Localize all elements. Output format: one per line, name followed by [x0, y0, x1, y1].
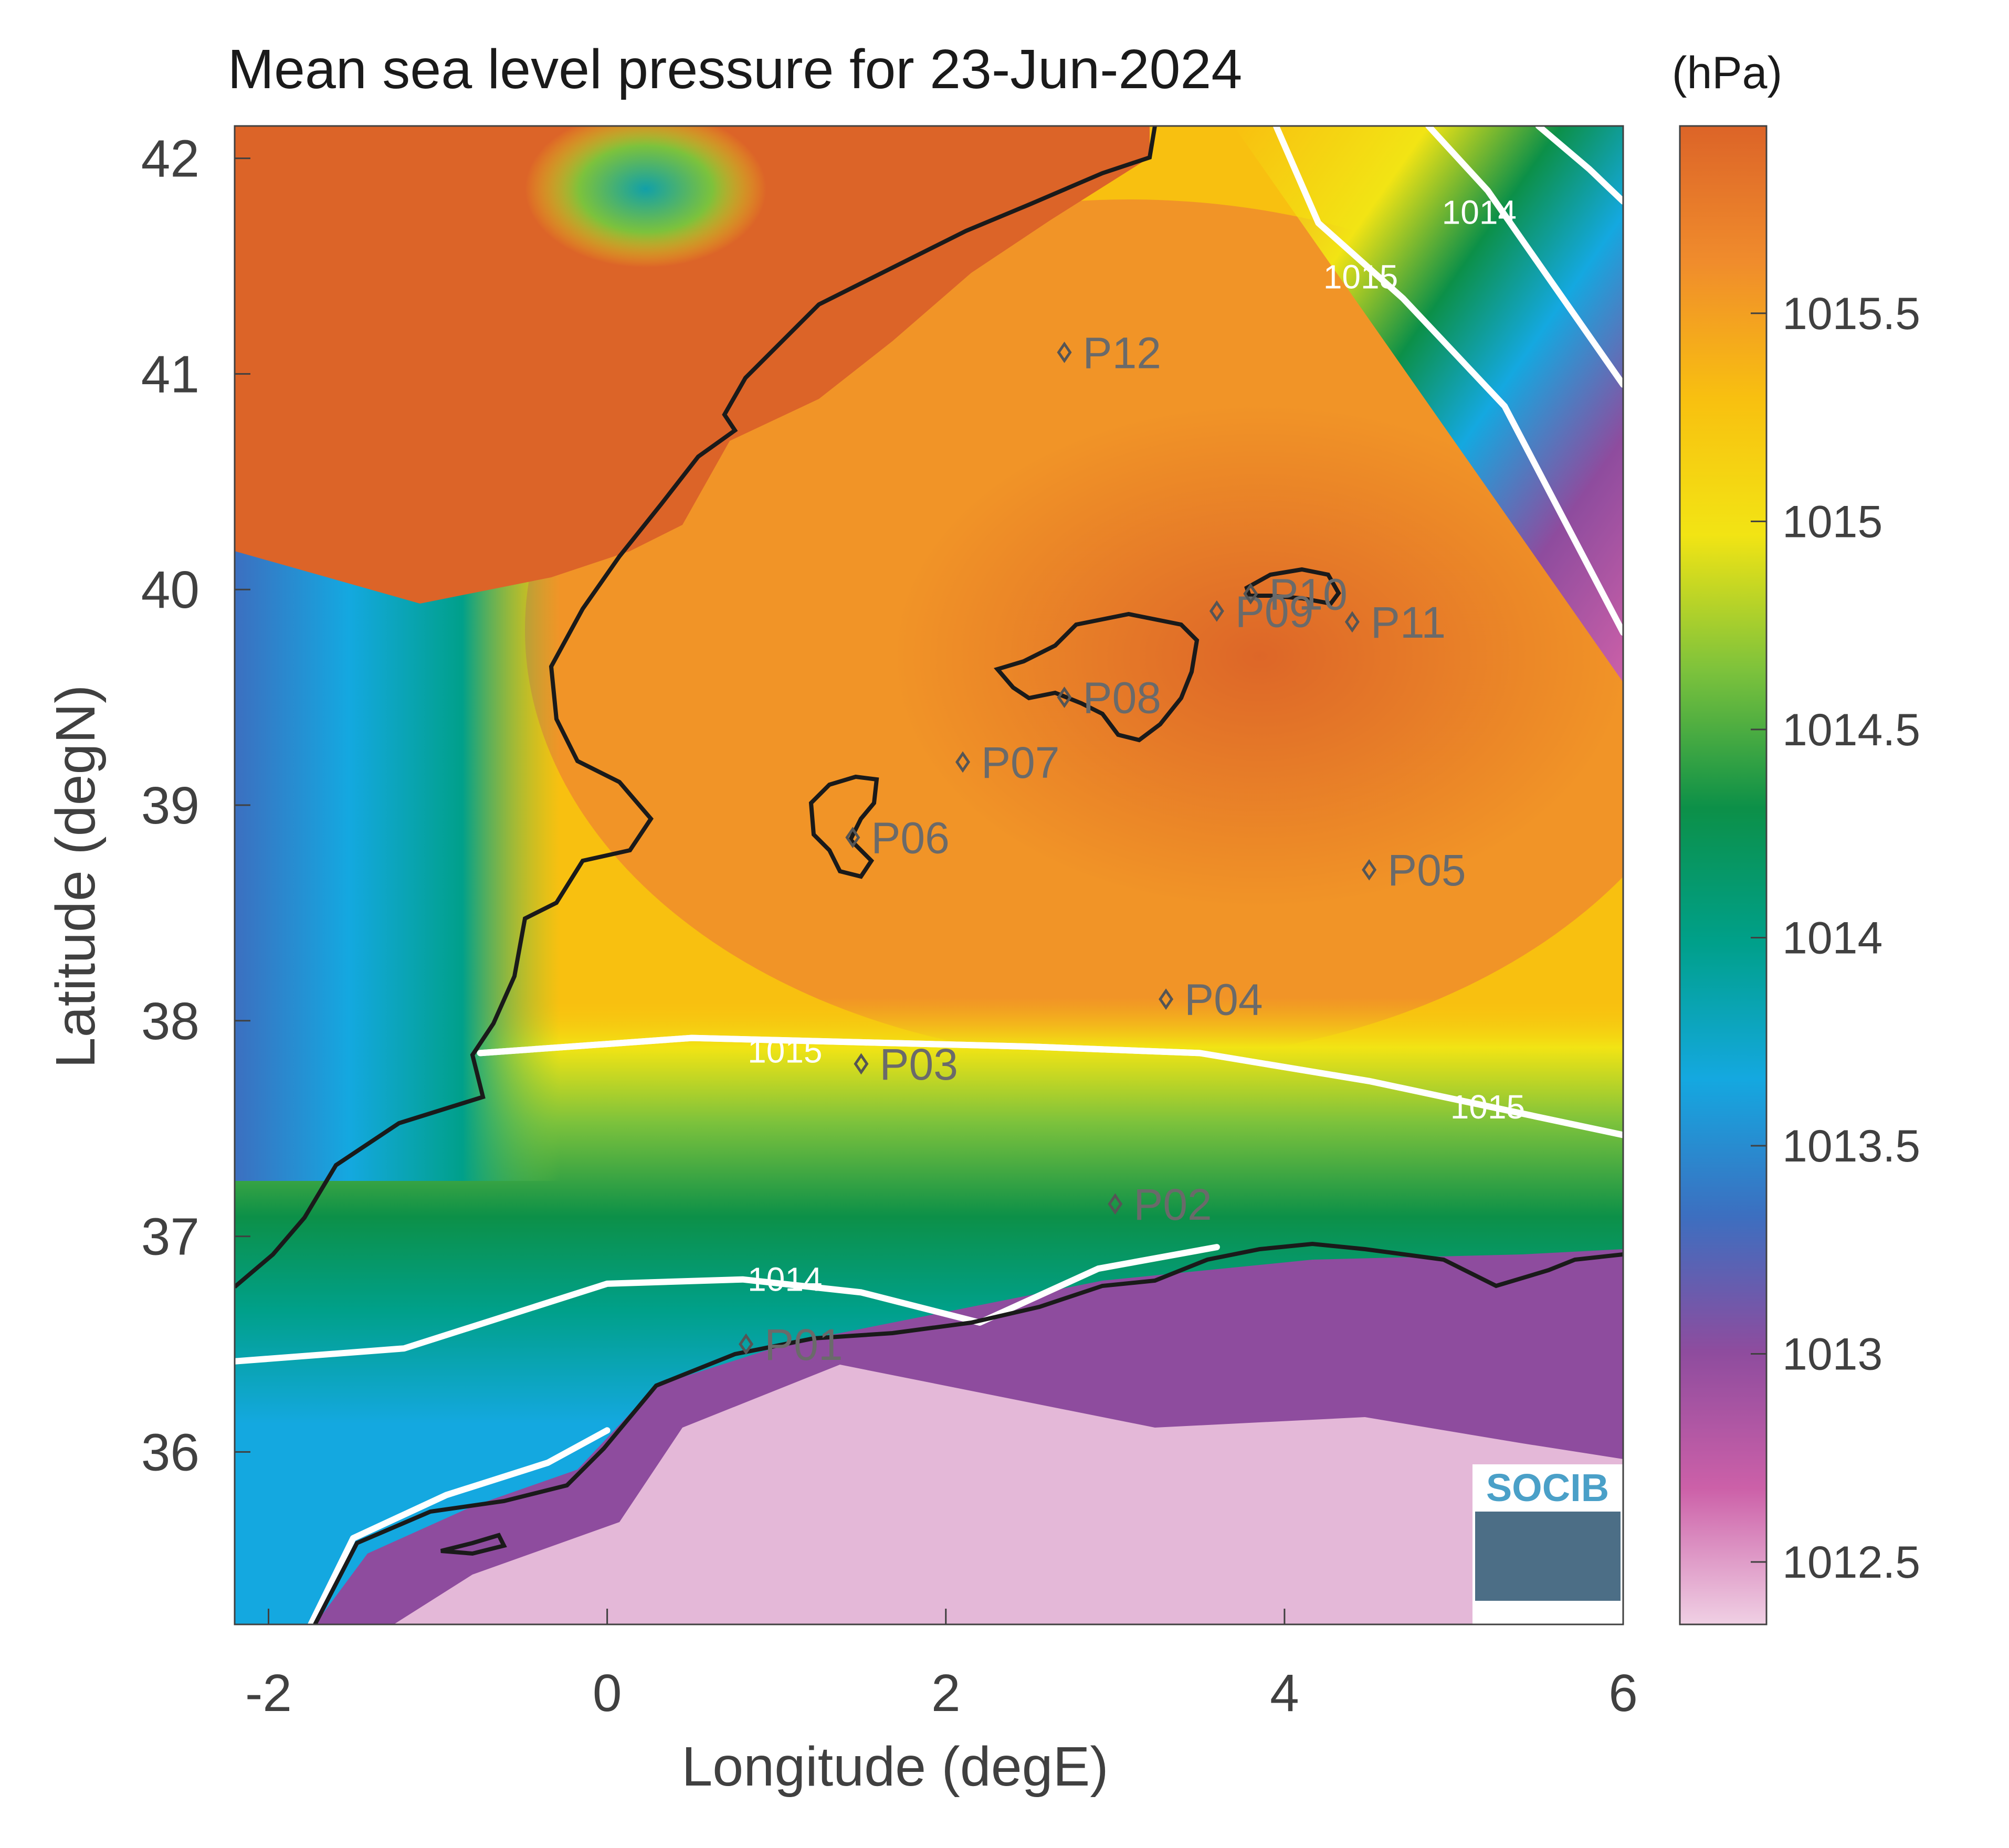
isobar-label: 1014 — [748, 1261, 822, 1298]
socib-logo-water — [1475, 1512, 1621, 1601]
pressure-band-west — [235, 499, 560, 1181]
colorbar-gradient — [1679, 125, 1768, 1625]
station-label: P08 — [1083, 673, 1161, 723]
isobar-line — [477, 1034, 1623, 1138]
africa-coastline — [313, 1241, 1623, 1624]
y-axis-title: Latitude (degN) — [45, 685, 107, 1069]
colorbar-tick-label: 1014 — [1782, 913, 1882, 963]
colorbar-tick-label: 1014.5 — [1782, 705, 1920, 755]
x-tick-label: -2 — [245, 1664, 292, 1723]
menorca-coastline — [1244, 567, 1341, 606]
x-tick-label: 2 — [931, 1664, 961, 1723]
station-label: P04 — [1184, 975, 1263, 1025]
socib-logo-text: SOCIB — [1486, 1466, 1609, 1509]
station-marker[interactable] — [1159, 988, 1174, 1010]
station-label: P03 — [879, 1040, 958, 1089]
y-tick-label: 36 — [141, 1423, 199, 1482]
y-tick-label: 41 — [141, 345, 199, 404]
station-marker[interactable] — [1243, 583, 1258, 605]
pressure-high-center — [892, 404, 1623, 908]
station-marker[interactable] — [1362, 859, 1377, 881]
station-label: P09 — [1235, 587, 1313, 636]
isobar-label: 1014 — [1442, 193, 1517, 231]
x-axis-ticks: -2 0 2 4 6 — [245, 1609, 1638, 1723]
x-tick-label: 6 — [1608, 1664, 1638, 1723]
station-marker[interactable] — [845, 827, 860, 849]
socib-logo: SOCIB — [1472, 1464, 1623, 1624]
station-label: P05 — [1387, 846, 1466, 895]
station-marker[interactable] — [1057, 341, 1072, 363]
colorbar-tick-label: 1015 — [1782, 497, 1882, 547]
alboran-island — [440, 1533, 507, 1556]
inland-high-region — [235, 126, 1150, 604]
ibiza-coastline — [808, 774, 879, 879]
station-label: P01 — [764, 1320, 843, 1369]
station-label: P02 — [1133, 1180, 1212, 1229]
station-marker[interactable] — [1344, 611, 1360, 633]
station-marker[interactable] — [1209, 600, 1224, 622]
isobar-label: 1015 — [1323, 258, 1398, 296]
map-frame — [234, 125, 1624, 1625]
colorbar-tick-label: 1015.5 — [1782, 289, 1920, 339]
y-tick-label: 37 — [141, 1208, 199, 1266]
y-axis-ticks: 36 37 38 39 40 41 42 — [141, 130, 250, 1482]
colorbar-tick-label: 1012.5 — [1782, 1537, 1920, 1588]
isobar-line — [1535, 126, 1623, 205]
colorbar-tick-label: 1013.5 — [1782, 1121, 1920, 1171]
x-tick-label: 0 — [593, 1664, 622, 1723]
north-africa-low-core — [394, 1365, 1623, 1624]
y-tick-label: 42 — [141, 130, 199, 188]
y-tick-label: 38 — [141, 992, 199, 1051]
station-marker[interactable] — [1057, 687, 1072, 709]
y-tick-label: 40 — [141, 561, 199, 619]
x-tick-label: 4 — [1270, 1664, 1299, 1723]
station-label: P11 — [1371, 598, 1446, 647]
station-label: P10 — [1269, 569, 1347, 619]
x-axis-title: Longitude (degE) — [681, 1736, 1108, 1798]
isobar-line — [308, 1427, 611, 1624]
isobar-line — [1425, 126, 1623, 388]
isobar-label: 1015 — [1450, 1088, 1525, 1126]
pressure-band-northeast — [1234, 126, 1623, 682]
colorbar-tick-label: 1013 — [1782, 1329, 1882, 1380]
station-marker[interactable] — [854, 1053, 869, 1075]
station-marker[interactable] — [1108, 1193, 1123, 1215]
station-label: P06 — [871, 814, 949, 863]
pyrenees-low — [525, 126, 766, 268]
station-label: P07 — [981, 738, 1059, 787]
colorbar: 1012.5 1013 1013.5 1014 1014.5 1015 1015.5 — [1679, 125, 1920, 1625]
y-tick-label: 39 — [141, 776, 199, 835]
isobar-line — [235, 1244, 1220, 1365]
iberian-coastline — [235, 126, 1157, 1289]
map-title: Mean sea level pressure for 23-Jun-2024 — [228, 38, 1243, 100]
colorbar-ticks: 1012.5 1013 1013.5 1014 1014.5 1015 1015.5 — [1751, 289, 1920, 1588]
colorbar-unit: (hPa) — [1672, 48, 1782, 98]
station-marker[interactable] — [955, 751, 971, 773]
isobar-line — [1272, 126, 1623, 636]
station-label: P12 — [1083, 328, 1161, 377]
station-marker[interactable] — [739, 1333, 754, 1355]
